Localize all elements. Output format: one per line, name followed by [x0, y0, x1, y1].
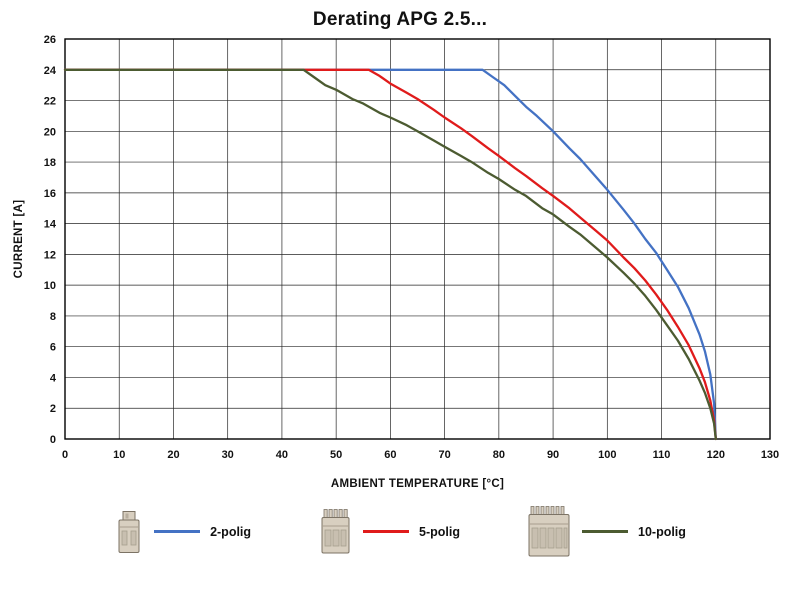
svg-text:60: 60 [384, 449, 396, 461]
svg-text:70: 70 [438, 449, 450, 461]
svg-text:12: 12 [44, 249, 56, 261]
svg-text:90: 90 [547, 449, 559, 461]
legend-label-5polig: 5-polig [419, 524, 460, 539]
legend-item-10polig: 10-polig [526, 505, 686, 558]
legend-swatch-10polig [582, 530, 628, 533]
legend-item-5polig: 5-polig [317, 508, 460, 555]
legend-label-10polig: 10-polig [638, 524, 686, 539]
svg-text:130: 130 [761, 449, 779, 461]
svg-text:8: 8 [50, 311, 56, 323]
svg-text:20: 20 [44, 126, 56, 138]
svg-text:80: 80 [493, 449, 505, 461]
svg-text:18: 18 [44, 157, 56, 169]
svg-text:2: 2 [50, 403, 56, 415]
svg-text:100: 100 [598, 449, 616, 461]
connector-5pole-icon [317, 508, 353, 555]
derating-plot: 0 10 20 30 40 50 60 70 80 90 100 110 120 130024681012… [13, 34, 779, 490]
svg-text:26: 26 [44, 34, 56, 46]
legend-swatch-5polig [363, 530, 410, 533]
svg-text:16: 16 [44, 188, 56, 200]
svg-text:14: 14 [44, 219, 57, 231]
legend-swatch-2polig [154, 530, 201, 533]
svg-text:0: 0 [62, 449, 68, 461]
svg-text:6: 6 [50, 342, 56, 354]
svg-text:20: 20 [167, 449, 179, 461]
svg-text:AMBIENT TEMPERATURE [°C]: AMBIENT TEMPERATURE [°C] [331, 478, 504, 490]
svg-text:10: 10 [44, 280, 56, 292]
svg-text:22: 22 [44, 96, 56, 108]
svg-text:50: 50 [330, 449, 342, 461]
legend-item-2polig: 2-polig [114, 510, 251, 554]
chart-title: Derating APG 2.5... [312, 9, 488, 30]
svg-text:CURRENT [A]: CURRENT [A] [13, 200, 25, 279]
svg-text:0: 0 [50, 434, 56, 446]
svg-text:110: 110 [653, 449, 671, 461]
svg-text:30: 30 [222, 449, 234, 461]
connector-10pole-icon [526, 505, 572, 558]
svg-text:40: 40 [276, 449, 288, 461]
svg-text:24: 24 [44, 65, 57, 77]
legend-label-2polig: 2-polig [210, 524, 252, 539]
svg-text:4: 4 [50, 372, 57, 384]
connector-2pole-icon [114, 510, 144, 554]
svg-text:10: 10 [113, 449, 125, 461]
svg-text:120: 120 [707, 449, 725, 461]
chart-legend: 2-polig 5-polig [0, 505, 800, 558]
